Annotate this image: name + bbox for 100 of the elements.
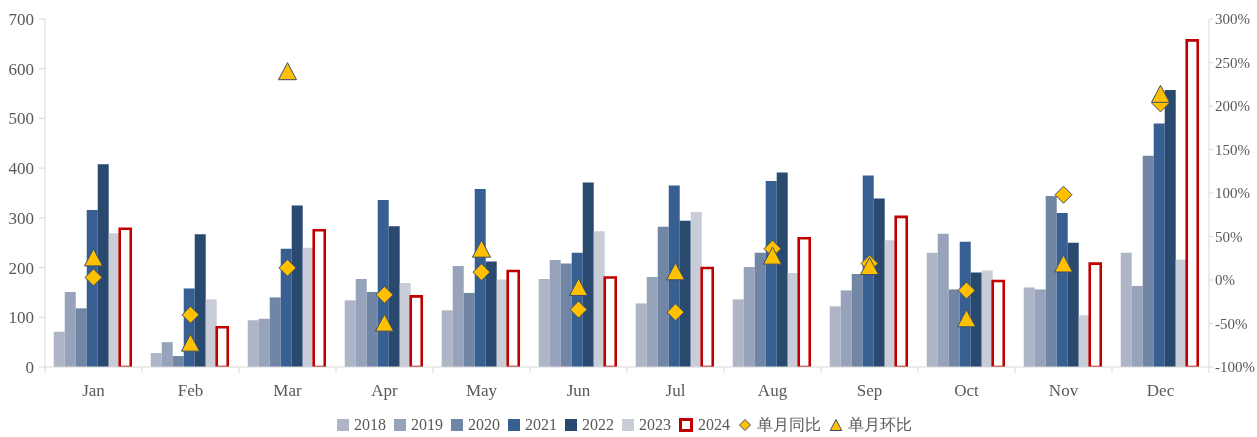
bar: [754, 252, 766, 367]
y-tick-label: 400: [8, 159, 34, 179]
y-tick-label: 600: [8, 59, 34, 79]
bar: [1164, 90, 1176, 367]
bar: [797, 236, 812, 367]
point: [1054, 185, 1073, 204]
legend-label: 2023: [639, 414, 671, 435]
bar: [312, 228, 327, 367]
point: [1150, 84, 1171, 103]
bar: [1023, 287, 1035, 367]
bar: [269, 297, 281, 367]
bar: [679, 220, 691, 367]
bar: [970, 272, 982, 367]
x-tick-label: Mar: [273, 381, 302, 401]
bar: [506, 269, 521, 367]
bar: [776, 172, 788, 367]
y2-tick-label: 100%: [1215, 185, 1250, 202]
point: [83, 248, 104, 267]
bar: [118, 227, 133, 367]
x-tick-label: Aug: [757, 381, 788, 401]
point: [472, 263, 491, 282]
bar: [1045, 195, 1057, 367]
point: [762, 246, 783, 265]
y2-tick-label: 0%: [1215, 272, 1235, 289]
point: [277, 62, 298, 81]
bar: [344, 300, 356, 367]
bar: [366, 291, 378, 367]
legend-label: 2024: [698, 414, 730, 435]
point: [957, 281, 976, 300]
bar: [1120, 252, 1132, 367]
bar: [926, 252, 938, 367]
bar: [97, 164, 109, 367]
y-tick-label: 300: [8, 208, 34, 228]
bar: [1088, 262, 1103, 367]
bar: [64, 291, 76, 367]
x-tick-label: Sep: [856, 381, 883, 401]
bar: [851, 274, 863, 367]
bar: [247, 320, 259, 367]
bar: [1131, 285, 1143, 367]
bar: [463, 292, 475, 367]
bar: [560, 263, 572, 367]
x-tick-label: Dec: [1146, 381, 1175, 401]
bar: [862, 175, 874, 367]
bar: [657, 226, 669, 367]
bar: [829, 306, 841, 367]
bar: [485, 261, 497, 367]
x-tick-label: May: [465, 381, 498, 401]
legend-label: 2018: [354, 414, 386, 435]
bar: [452, 266, 464, 367]
legend-label: 2019: [411, 414, 443, 435]
legend-label: 2022: [582, 414, 614, 435]
bar: [873, 198, 885, 367]
y2-tick-label: 250%: [1215, 54, 1250, 71]
bar: [53, 331, 65, 367]
bar: [1067, 242, 1079, 367]
bar: [635, 303, 647, 367]
x-tick-label: Oct: [954, 381, 980, 401]
bar: [732, 299, 744, 367]
bar: [840, 290, 852, 367]
y2-tick-label: -100%: [1215, 359, 1255, 376]
bar: [441, 310, 453, 367]
bar: [991, 279, 1006, 367]
bar: [1034, 289, 1046, 367]
bar: [194, 234, 206, 367]
y-tick-label: 0: [25, 358, 34, 378]
y2-tick-label: 50%: [1215, 228, 1243, 245]
bar: [582, 182, 594, 367]
point: [471, 239, 492, 258]
bar: [215, 325, 230, 367]
point: [84, 268, 103, 287]
bar: [161, 342, 173, 367]
point: [278, 258, 297, 277]
legend-label: 单月环比: [848, 414, 912, 435]
bar: [700, 266, 715, 367]
bar: [172, 356, 184, 367]
y2-tick-label: 300%: [1215, 11, 1250, 28]
x-tick-label: Jan: [82, 381, 106, 401]
bar: [355, 279, 367, 367]
point: [375, 285, 394, 304]
bar: [646, 277, 658, 367]
bar: [150, 353, 162, 367]
y-tick-label: 200: [8, 258, 34, 278]
point: [956, 309, 977, 328]
point: [666, 303, 685, 322]
x-tick-label: Feb: [177, 381, 204, 401]
x-tick-label: Jun: [566, 381, 591, 401]
y2-tick-label: -50%: [1215, 315, 1248, 332]
bar: [1142, 155, 1154, 367]
bar: [1153, 123, 1165, 367]
point: [181, 305, 200, 324]
x-tick-label: Jul: [665, 381, 686, 401]
point: [374, 313, 395, 332]
bar: [948, 289, 960, 367]
bar: [291, 205, 303, 367]
bar: [388, 226, 400, 367]
bar: [743, 267, 755, 367]
point: [569, 300, 588, 319]
legend-label: 2021: [525, 414, 557, 435]
y-tick-label: 100: [8, 308, 34, 328]
point: [1053, 254, 1074, 273]
